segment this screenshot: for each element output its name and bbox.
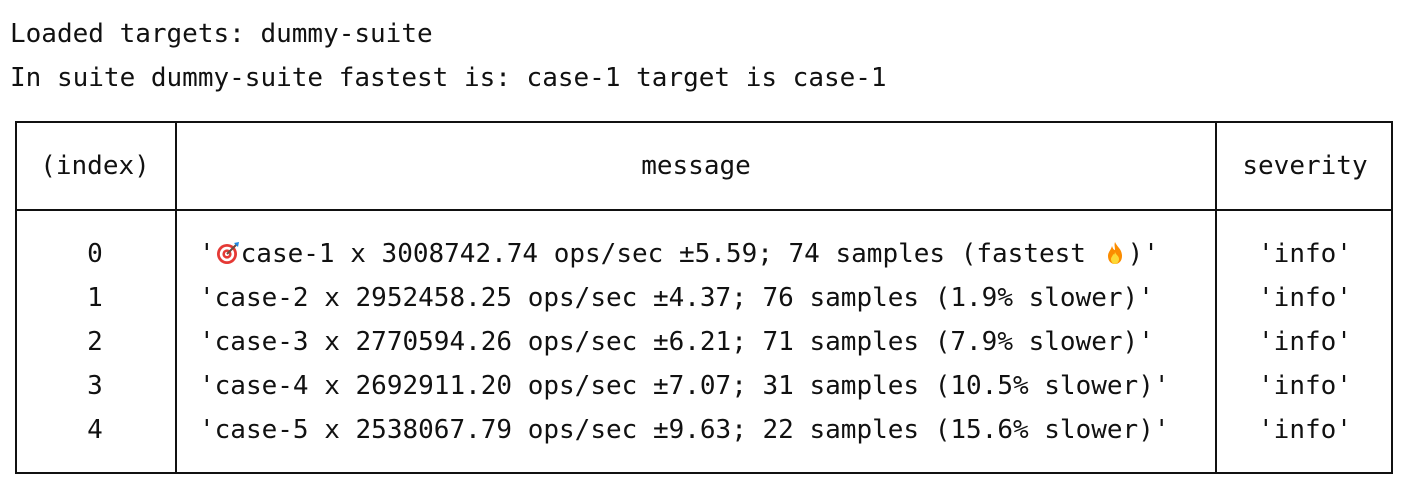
header-index: (index)	[40, 151, 150, 181]
message-quote-open: '	[199, 239, 215, 269]
table-left-border	[15, 121, 17, 474]
message-text: case-1 x 3008742.74 ops/sec ±5.59; 74 sa…	[240, 239, 1102, 269]
table-row-1-message: 'case-2 x 2952458.25 ops/sec ±4.37; 76 s…	[199, 283, 1154, 313]
table-row-2-message: 'case-3 x 2770594.26 ops/sec ±6.21; 71 s…	[199, 327, 1154, 357]
loaded-targets-line: Loaded targets: dummy-suite	[10, 19, 433, 49]
fire-icon	[1102, 240, 1128, 266]
table-row-3-index: 3	[87, 371, 103, 401]
table-row-0-index: 0	[87, 239, 103, 269]
table-col-divider-1	[175, 121, 177, 474]
table-row-4-severity: 'info'	[1258, 415, 1352, 445]
table-header-divider	[15, 209, 1393, 211]
table-top-border	[15, 121, 1393, 123]
table-row-3-message: 'case-4 x 2692911.20 ops/sec ±7.07; 31 s…	[199, 371, 1170, 401]
results-table: (index) message severity 0 ' case-1 x 30…	[15, 121, 1393, 474]
table-row-0-severity: 'info'	[1258, 239, 1352, 269]
table-bottom-border	[15, 472, 1393, 474]
table-row-0-message: ' case-1 x 3008742.74 ops/sec ±5.59; 74 …	[199, 238, 1207, 270]
table-row-1-index: 1	[87, 283, 103, 313]
message-quote-close: )'	[1127, 239, 1159, 269]
header-message: message	[641, 151, 751, 181]
table-row-3-severity: 'info'	[1258, 371, 1352, 401]
table-row-1-severity: 'info'	[1258, 283, 1352, 313]
table-col-divider-2	[1215, 121, 1217, 474]
target-icon	[215, 240, 241, 266]
table-right-border	[1391, 121, 1393, 474]
table-row-4-message: 'case-5 x 2538067.79 ops/sec ±9.63; 22 s…	[199, 415, 1170, 445]
header-severity: severity	[1242, 151, 1368, 181]
fastest-summary-line: In suite dummy-suite fastest is: case-1 …	[10, 63, 887, 93]
table-row-2-index: 2	[87, 327, 103, 357]
table-row-2-severity: 'info'	[1258, 327, 1352, 357]
table-row-4-index: 4	[87, 415, 103, 445]
